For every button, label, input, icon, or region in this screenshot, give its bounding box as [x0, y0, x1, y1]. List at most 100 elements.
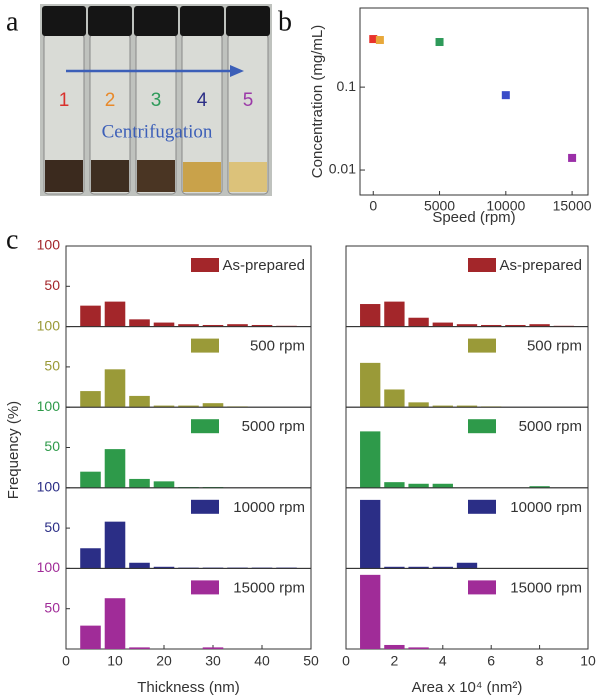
plot-frame [359, 7, 589, 196]
y-tick-label: 100 [37, 398, 61, 414]
legend-swatch [191, 580, 219, 595]
legend-label: 15000 rpm [510, 579, 582, 596]
bar [408, 317, 429, 327]
bar [178, 405, 199, 408]
point [375, 36, 384, 45]
bar [456, 324, 478, 327]
y-tick-label: 50 [44, 519, 60, 535]
y-tick-label: 0.01 [329, 161, 356, 177]
bar [153, 481, 175, 488]
x-tick-label: 0 [369, 198, 377, 214]
point [369, 35, 378, 44]
legend-swatch [468, 338, 496, 353]
bar [251, 324, 273, 327]
x-axis-label: Area x 10⁴ (nm²) [412, 679, 523, 696]
x-tick-label: 15000 [553, 198, 592, 214]
x-tick-label: 2 [391, 653, 399, 669]
legend-label: As-prepared [222, 257, 305, 274]
point [568, 153, 577, 162]
bar [360, 499, 381, 569]
bar [80, 625, 101, 649]
bar [129, 478, 150, 488]
bar [384, 301, 405, 327]
x-axis-label: Speed (rpm) [432, 209, 515, 226]
x-tick-label: 10000 [486, 198, 525, 214]
panel-label: b [278, 6, 292, 37]
bar [80, 391, 101, 408]
legend-label: 500 rpm [527, 338, 582, 355]
bar [129, 319, 150, 327]
bar [384, 389, 405, 408]
plot-frame [345, 567, 589, 650]
legend-swatch [191, 499, 219, 514]
vial-label: 2 [105, 90, 116, 111]
panel-label: a [6, 6, 19, 37]
legend-swatch [468, 419, 496, 434]
legend-label: 500 rpm [250, 338, 305, 355]
x-tick-label: 40 [254, 653, 270, 669]
x-tick-label: 0 [62, 653, 70, 669]
bar [129, 647, 150, 649]
y-axis-label: Concentration (mg/mL) [309, 25, 326, 178]
x-tick-label: 8 [536, 653, 544, 669]
bar [178, 324, 199, 327]
x-tick-label: 50 [303, 653, 319, 669]
panel-label: c [6, 224, 18, 255]
legend-label: 5000 rpm [242, 418, 305, 435]
bar [432, 322, 453, 327]
legend-label: As-prepared [499, 257, 582, 274]
vial-label: 4 [197, 90, 208, 111]
bar [104, 598, 126, 649]
vial-label: 1 [59, 90, 70, 111]
bar [481, 324, 502, 327]
y-tick-label: 100 [37, 317, 61, 333]
bar [384, 482, 405, 488]
x-tick-label: 4 [439, 653, 447, 669]
bar [408, 402, 429, 408]
bar [153, 322, 175, 327]
bar [432, 405, 453, 408]
bar [80, 305, 101, 327]
y-tick-label: 100 [37, 237, 61, 253]
bar [529, 486, 550, 488]
x-tick-label: 5000 [424, 198, 455, 214]
bar [104, 369, 126, 408]
bar [227, 324, 248, 327]
legend-swatch [191, 258, 219, 272]
vial-label: 5 [243, 90, 254, 111]
bar [202, 403, 224, 408]
legend-swatch [191, 419, 219, 434]
legend-swatch [468, 580, 496, 595]
legend-label: 10000 rpm [510, 499, 582, 516]
x-tick-label: 10 [580, 653, 596, 669]
bar [384, 644, 405, 649]
legend-swatch [468, 499, 496, 514]
y-tick-label: 50 [44, 438, 60, 454]
point [501, 91, 510, 100]
legend-swatch [191, 338, 219, 353]
bar [432, 483, 453, 488]
vial-label: 3 [151, 90, 162, 111]
bar [408, 483, 429, 488]
bar [360, 431, 381, 488]
bar [408, 647, 429, 649]
bar [529, 324, 550, 327]
legend-label: 5000 rpm [519, 418, 582, 435]
bar [505, 324, 526, 327]
bar [129, 395, 150, 408]
bar [408, 566, 429, 569]
vial-photo [40, 4, 272, 196]
point [435, 38, 444, 47]
x-axis-label: Thickness (nm) [137, 679, 240, 696]
bar [360, 304, 381, 327]
bar [153, 566, 175, 569]
arrow-text: Centrifugation [102, 121, 213, 142]
x-tick-label: 10 [107, 653, 123, 669]
y-tick-label: 50 [44, 358, 60, 374]
bar [456, 562, 478, 569]
x-tick-label: 6 [487, 653, 495, 669]
x-tick-label: 30 [205, 653, 221, 669]
y-tick-label: 0.1 [337, 78, 357, 94]
bar [456, 405, 478, 408]
